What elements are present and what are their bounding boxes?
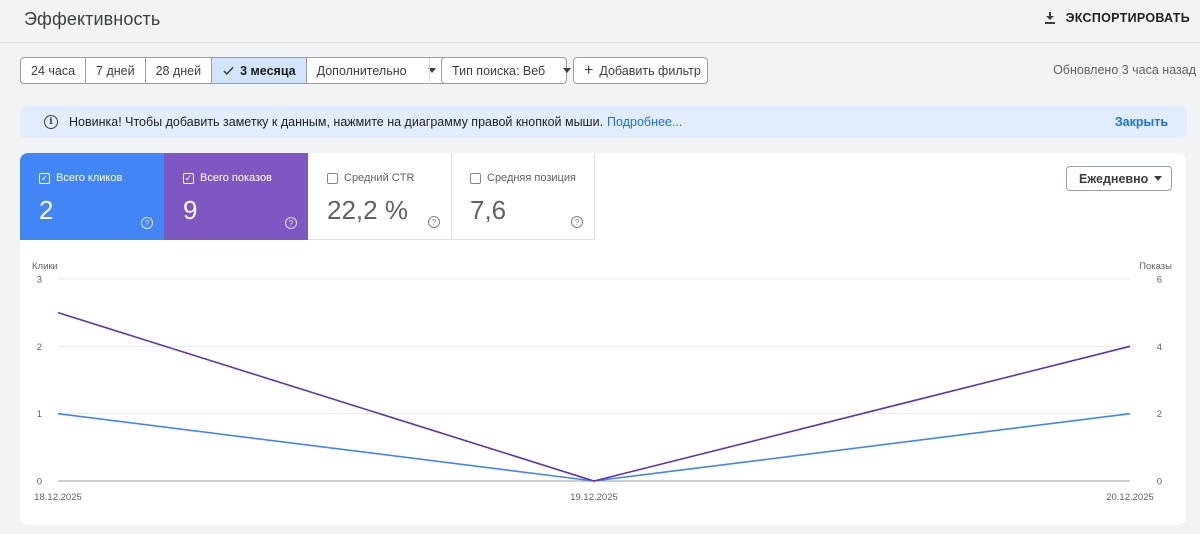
- plus-icon: +: [584, 61, 594, 79]
- export-label: ЭКСПОРТИРОВАТЬ: [1065, 11, 1190, 25]
- date-range-label: 3 месяца: [240, 63, 296, 78]
- search-type-dropdown[interactable]: Тип поиска: Веб: [441, 57, 572, 84]
- search-type-label: Тип поиска: Веб: [452, 63, 546, 78]
- date-range-label: 7 дней: [96, 63, 135, 78]
- metric-average-ctr[interactable]: Средний CTR 22,2 % ?: [308, 153, 452, 240]
- left-tick-label: 2: [37, 342, 42, 353]
- add-filter-label: Добавить фильтр: [599, 63, 701, 78]
- chevron-down-icon: [563, 68, 572, 73]
- metric-label: Средний CTR: [344, 172, 415, 184]
- date-range-24h[interactable]: 24 часа: [21, 58, 87, 83]
- left-tick-label: 1: [37, 409, 42, 420]
- metric-value: 9: [183, 195, 198, 225]
- metric-average-position[interactable]: Средняя позиция 7,6 ?: [451, 153, 595, 240]
- check-icon: [223, 66, 234, 76]
- chevron-down-icon: [1154, 176, 1162, 181]
- checkbox-checked-icon[interactable]: ✓: [39, 172, 50, 184]
- granularity-label: Ежедневно: [1079, 171, 1149, 186]
- updated-status: Обновлено 3 часа назад: [1053, 63, 1196, 77]
- metric-total-impressions[interactable]: ✓ Всего показов 9 ?: [164, 153, 308, 240]
- x-tick-label: 18.12.2025: [34, 492, 82, 503]
- chevron-down-icon: [427, 68, 436, 73]
- close-banner-button[interactable]: Закрыть: [1114, 115, 1168, 129]
- metric-label: Всего показов: [200, 172, 272, 184]
- info-icon: i: [44, 115, 58, 129]
- right-tick-label: 6: [1157, 275, 1162, 286]
- download-icon: [1044, 12, 1055, 24]
- header-divider: [0, 42, 1200, 43]
- help-icon[interactable]: ?: [285, 217, 297, 229]
- export-button[interactable]: ЭКСПОРТИРОВАТЬ: [1042, 10, 1190, 26]
- performance-card: ✓ Всего кликов 2 ? ✓ Всего показов 9 ? С…: [20, 153, 1186, 525]
- learn-more-link[interactable]: Подробнее...: [607, 115, 683, 129]
- help-icon[interactable]: ?: [571, 216, 583, 228]
- date-range-more-dropdown[interactable]: Дополнительно: [307, 58, 446, 83]
- metric-label: Средняя позиция: [487, 172, 576, 184]
- add-filter-button[interactable]: + Добавить фильтр: [573, 57, 708, 84]
- banner-text: Новинка! Чтобы добавить заметку к данным…: [69, 115, 604, 129]
- series-line-clicks: [57, 412, 1131, 482]
- help-icon[interactable]: ?: [428, 216, 440, 228]
- metric-total-clicks[interactable]: ✓ Всего кликов 2 ?: [20, 153, 164, 240]
- date-range-label: 28 дней: [155, 63, 202, 78]
- checkbox-unchecked-icon[interactable]: [327, 172, 338, 184]
- toolbar-separator: [429, 58, 430, 84]
- left-axis-title: Клики: [32, 261, 58, 272]
- left-tick-label: 3: [37, 275, 42, 286]
- date-range-label: 24 часа: [31, 63, 76, 78]
- date-range-more-label: Дополнительно: [316, 63, 407, 78]
- info-banner: i Новинка! Чтобы добавить заметку к данн…: [20, 106, 1187, 138]
- metric-value: 2: [39, 195, 54, 225]
- date-range-3m[interactable]: 3 месяца: [212, 58, 307, 83]
- checkbox-checked-icon[interactable]: ✓: [183, 172, 194, 184]
- left-tick-label: 0: [37, 477, 42, 488]
- right-tick-label: 2: [1157, 409, 1162, 420]
- right-axis-title: Показы: [1139, 261, 1172, 272]
- x-tick-label: 19.12.2025: [570, 492, 618, 503]
- series-line-impressions: [57, 311, 1131, 482]
- metric-value: 22,2 %: [327, 195, 408, 225]
- page-title: Эффективность: [24, 9, 161, 29]
- performance-chart[interactable]: Клики Показы 0 1 2 3 0 2 4 6 18.12.2025 19.12.2025 2…: [20, 153, 1186, 525]
- metric-value: 7,6: [470, 195, 507, 225]
- date-range-selector: 24 часа 7 дней 28 дней 3 месяца Дополнит…: [20, 57, 447, 84]
- checkbox-unchecked-icon[interactable]: [470, 172, 481, 184]
- right-tick-label: 0: [1157, 477, 1162, 488]
- help-icon[interactable]: ?: [141, 217, 153, 229]
- x-tick-label: 20.12.2025: [1106, 492, 1154, 503]
- date-range-28d[interactable]: 28 дней: [146, 58, 213, 83]
- granularity-dropdown[interactable]: Ежедневно: [1066, 166, 1172, 191]
- right-tick-label: 4: [1157, 342, 1162, 353]
- metric-label: Всего кликов: [56, 172, 123, 184]
- date-range-7d[interactable]: 7 дней: [86, 58, 146, 83]
